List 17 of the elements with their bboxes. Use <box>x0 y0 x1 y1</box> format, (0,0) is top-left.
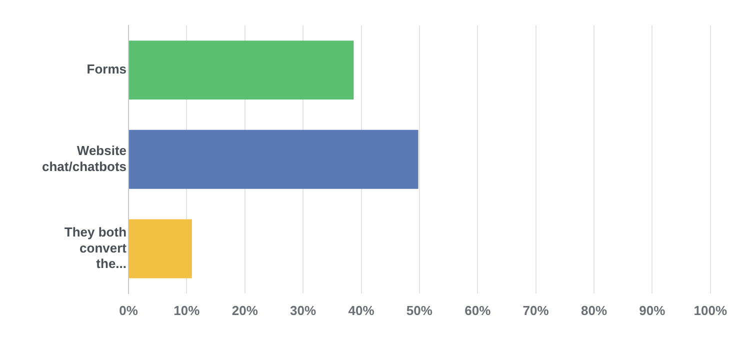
x-tick-label: 90% <box>639 302 666 318</box>
x-tick-label: 100% <box>694 302 728 318</box>
x-tick-label: 20% <box>232 302 258 318</box>
x-tick-label: 10% <box>174 302 200 318</box>
x-tick-label: 0% <box>119 302 138 318</box>
x-tick-label: 80% <box>580 302 608 318</box>
bar <box>129 219 192 278</box>
x-tick-label: 60% <box>464 302 492 318</box>
y-tick-label: Forms <box>86 62 127 77</box>
bar <box>129 130 418 189</box>
x-tick-label: 40% <box>348 302 375 318</box>
x-tick-label: 30% <box>290 302 317 318</box>
y-tick-label: Website chat/chatbots <box>42 143 127 174</box>
x-tick-label: 70% <box>522 302 550 318</box>
bar <box>129 40 354 100</box>
x-tick-label: 50% <box>406 302 433 318</box>
y-tick-label: They both convert the... <box>64 224 128 271</box>
